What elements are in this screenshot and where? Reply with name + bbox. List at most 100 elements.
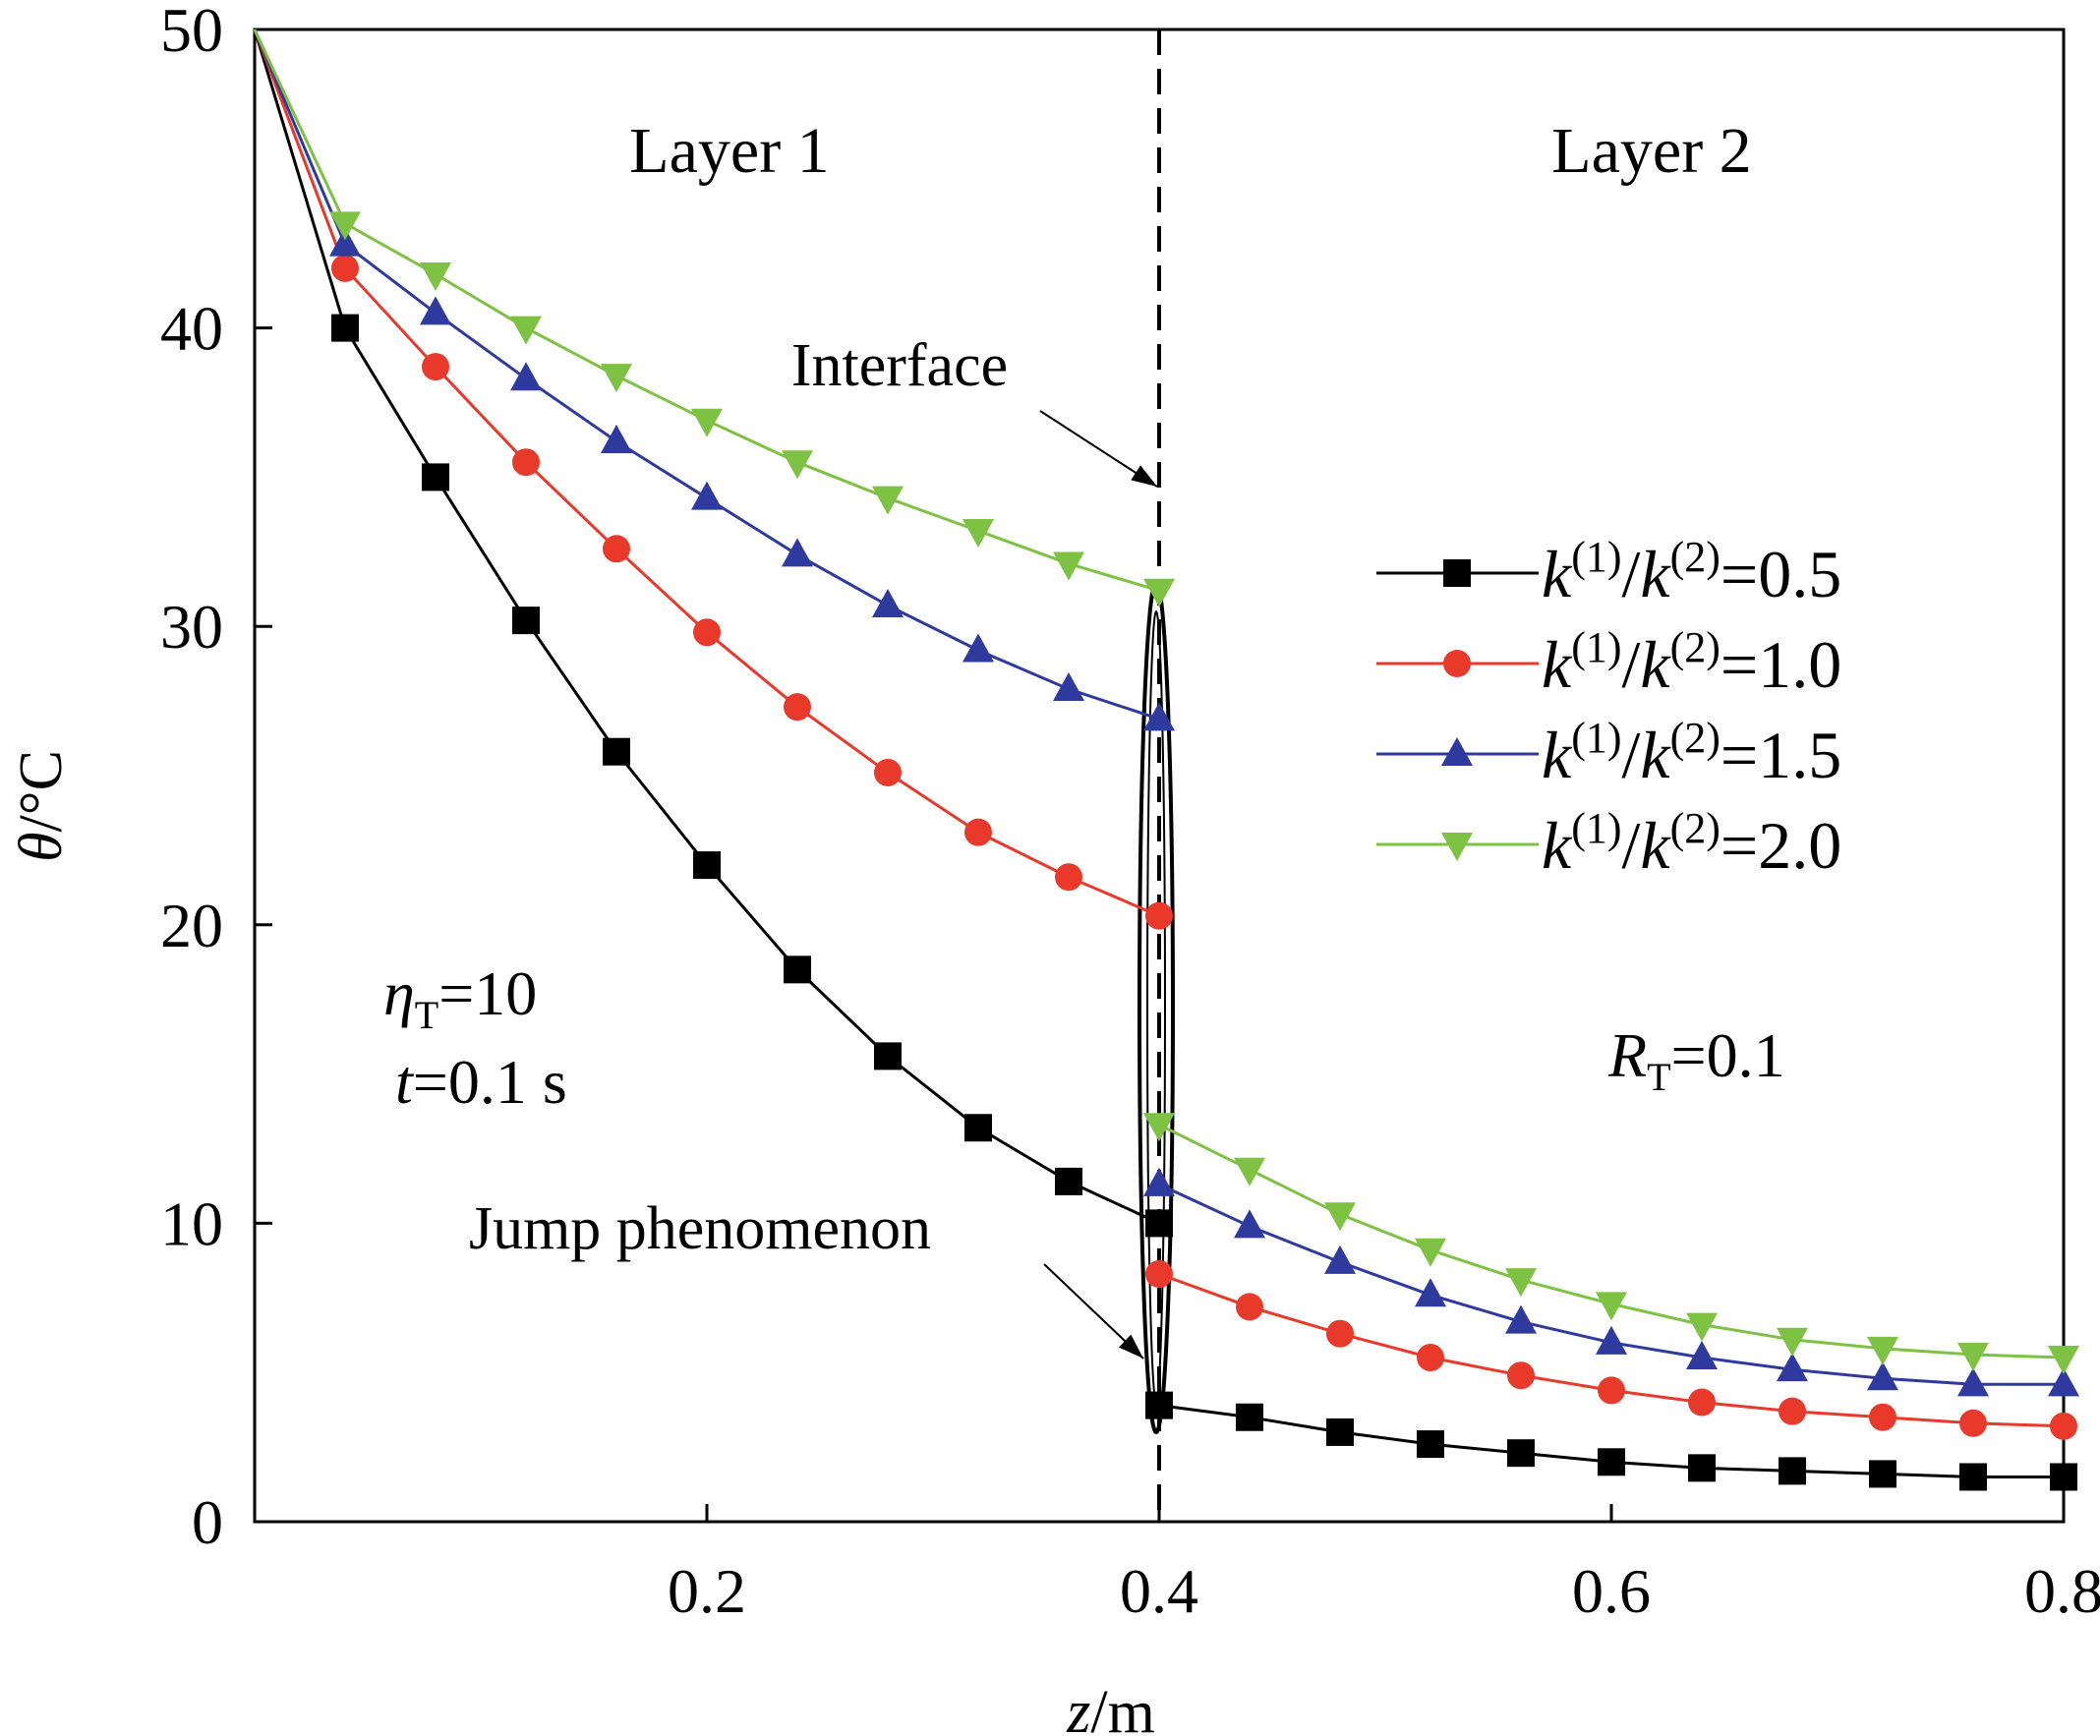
legend: k(1)/k(2)=0.5 k(1)/k(2)=1.0 k(1)/k(2)=1.5 k… bbox=[1376, 533, 1841, 883]
data-point bbox=[1507, 1439, 1535, 1468]
series-markers bbox=[329, 211, 2079, 1491]
data-point bbox=[512, 607, 540, 635]
data-point bbox=[1869, 1403, 1896, 1431]
x-tick-label: 0.2 bbox=[668, 1556, 746, 1626]
legend-label: k(1)/k(2)=1.0 bbox=[1542, 623, 1841, 702]
data-point bbox=[1777, 1327, 1808, 1357]
data-point bbox=[1055, 1167, 1082, 1195]
data-point bbox=[962, 633, 994, 663]
data-point bbox=[1688, 1388, 1716, 1417]
data-point bbox=[1867, 1361, 1898, 1391]
data-point bbox=[1415, 1278, 1446, 1307]
data-point bbox=[1507, 1361, 1535, 1390]
data-point bbox=[1145, 1209, 1173, 1238]
data-point bbox=[872, 486, 904, 515]
jump-label: Jump phenomenon bbox=[469, 1195, 931, 1262]
layer2-label: Layer 2 bbox=[1551, 115, 1751, 187]
data-point bbox=[874, 1042, 902, 1071]
data-point bbox=[420, 261, 451, 291]
data-point bbox=[784, 693, 811, 722]
legend-marker bbox=[1443, 650, 1471, 677]
data-point bbox=[331, 314, 359, 342]
data-point bbox=[1688, 1454, 1716, 1482]
data-point bbox=[1959, 1463, 1987, 1491]
data-point bbox=[1326, 1418, 1354, 1446]
data-point bbox=[1598, 1448, 1625, 1476]
data-point bbox=[2050, 1463, 2077, 1491]
legend-marker bbox=[1441, 833, 1473, 861]
data-point bbox=[1417, 1344, 1444, 1372]
data-point bbox=[1236, 1403, 1263, 1431]
data-point bbox=[964, 818, 992, 846]
data-point bbox=[1415, 1238, 1446, 1267]
data-point bbox=[512, 448, 540, 477]
interface-arrow-head bbox=[1131, 465, 1157, 487]
data-point bbox=[510, 316, 542, 345]
data-point bbox=[1869, 1460, 1896, 1488]
data-point bbox=[510, 362, 542, 391]
x-tick-label: 0.6 bbox=[1572, 1556, 1651, 1626]
data-point bbox=[1234, 1157, 1265, 1186]
series-line-2.0-layer2 bbox=[1158, 1123, 2065, 1360]
data-point bbox=[1777, 1353, 1808, 1382]
data-point bbox=[964, 1114, 992, 1142]
data-point bbox=[872, 588, 904, 617]
data-point bbox=[1779, 1397, 1806, 1425]
data-point bbox=[1417, 1430, 1444, 1459]
data-point bbox=[1143, 1113, 1175, 1142]
data-point bbox=[601, 364, 632, 393]
data-point bbox=[1505, 1268, 1537, 1298]
y-tick-label: 30 bbox=[160, 592, 223, 662]
y-axis-ticks: 0 10 20 30 40 50 bbox=[160, 0, 272, 1557]
data-point bbox=[2050, 1412, 2077, 1440]
layer1-label: Layer 1 bbox=[629, 115, 829, 187]
eta-annotation: ηT=10 bbox=[383, 958, 537, 1037]
data-point bbox=[782, 450, 813, 480]
data-point bbox=[422, 353, 449, 381]
legend-marker bbox=[1441, 737, 1473, 766]
data-point bbox=[1505, 1304, 1537, 1334]
data-point bbox=[782, 538, 813, 567]
data-point bbox=[1686, 1312, 1718, 1342]
data-point bbox=[329, 227, 361, 257]
legend-marker bbox=[1443, 559, 1471, 587]
data-point bbox=[1324, 1244, 1356, 1274]
data-point bbox=[2048, 1346, 2079, 1375]
data-point bbox=[422, 463, 449, 492]
data-point bbox=[603, 535, 630, 563]
data-point bbox=[1145, 901, 1173, 930]
data-point bbox=[331, 254, 359, 282]
y-tick-label: 20 bbox=[160, 891, 223, 960]
data-point bbox=[601, 424, 632, 453]
data-point bbox=[1055, 863, 1082, 892]
data-point bbox=[874, 758, 902, 786]
data-point bbox=[1957, 1342, 1989, 1371]
data-point bbox=[1957, 1367, 1989, 1397]
y-tick-label: 40 bbox=[160, 294, 223, 364]
data-point bbox=[1596, 1292, 1627, 1321]
data-point bbox=[691, 408, 723, 437]
data-point bbox=[1596, 1325, 1627, 1355]
data-point bbox=[329, 211, 361, 241]
data-point bbox=[603, 737, 630, 766]
data-point bbox=[1145, 1391, 1173, 1419]
data-point bbox=[1143, 702, 1175, 731]
y-tick-label: 50 bbox=[160, 0, 223, 65]
y-tick-label: 10 bbox=[160, 1188, 223, 1258]
x-tick-label: 0.8 bbox=[2024, 1556, 2100, 1626]
x-axis-ticks: 0.2 0.4 0.6 0.8 bbox=[668, 1504, 2100, 1626]
data-point bbox=[1236, 1293, 1263, 1321]
data-point bbox=[1324, 1202, 1356, 1232]
data-point bbox=[1686, 1341, 1718, 1370]
data-point bbox=[1143, 1167, 1175, 1196]
data-point bbox=[1326, 1319, 1354, 1348]
data-point bbox=[420, 296, 451, 325]
x-axis-label: z/m bbox=[1066, 1679, 1155, 1736]
data-point bbox=[1053, 671, 1084, 701]
jump-arrow-head bbox=[1118, 1334, 1143, 1359]
data-point bbox=[693, 851, 721, 880]
data-point bbox=[962, 519, 994, 549]
data-point bbox=[1234, 1209, 1265, 1239]
data-point bbox=[1598, 1376, 1625, 1405]
